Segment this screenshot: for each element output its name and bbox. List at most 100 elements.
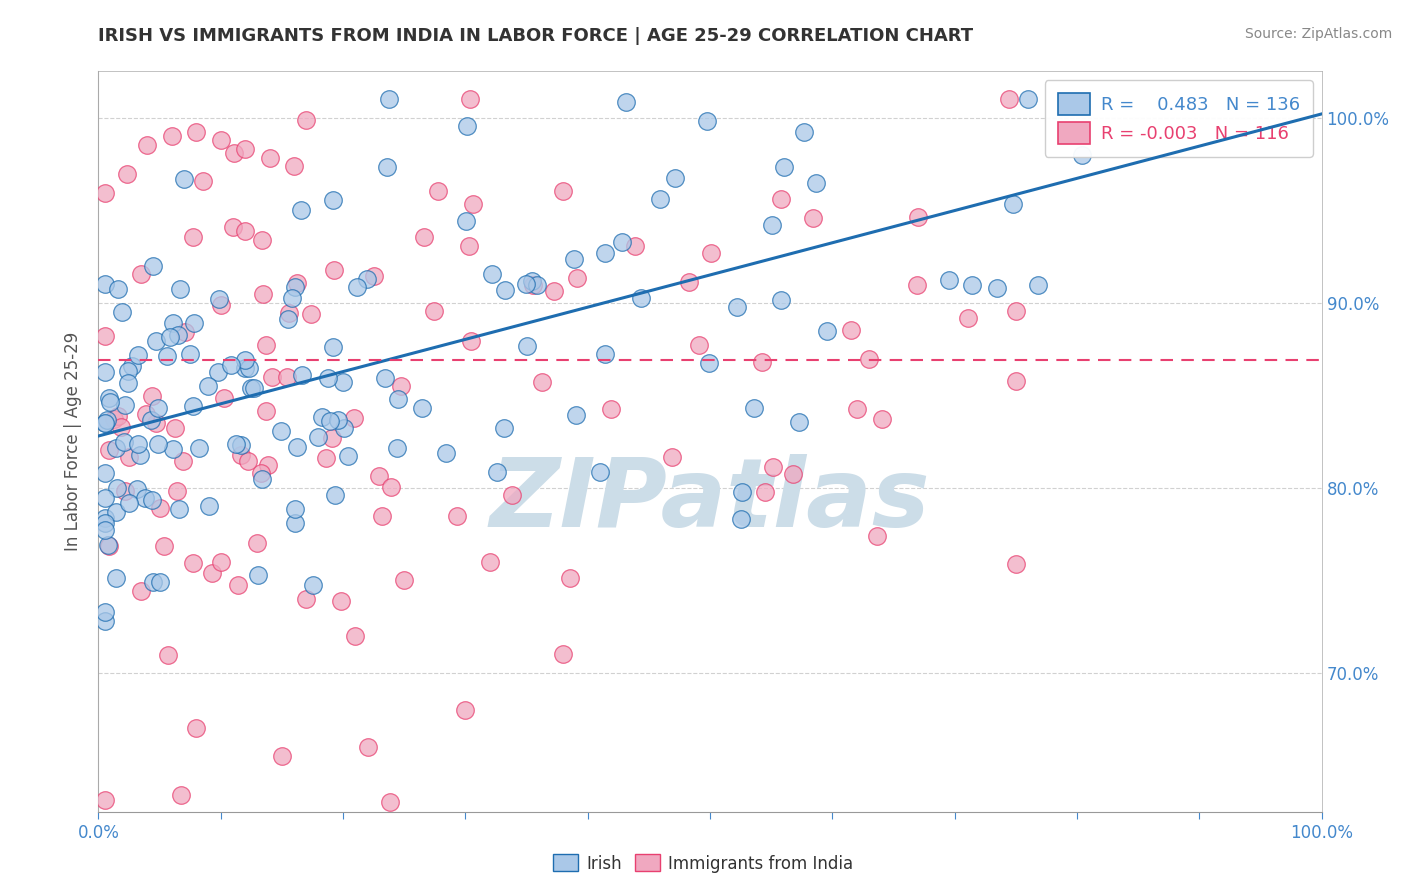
Point xyxy=(413,229,436,244)
Point xyxy=(336,449,359,463)
Point xyxy=(387,392,409,407)
Point xyxy=(198,500,221,514)
Point xyxy=(166,483,188,498)
Point xyxy=(299,307,322,321)
Point xyxy=(371,509,394,524)
Point xyxy=(494,283,516,297)
Point xyxy=(127,349,149,363)
Point xyxy=(209,298,232,312)
Point xyxy=(380,480,402,494)
Point xyxy=(259,152,281,166)
Point xyxy=(858,352,880,367)
Point xyxy=(222,146,245,161)
Point xyxy=(762,460,785,475)
Point xyxy=(938,273,960,287)
Point xyxy=(454,214,477,228)
Point xyxy=(332,421,354,435)
Point xyxy=(231,448,253,462)
Point xyxy=(374,371,396,385)
Point xyxy=(322,263,344,277)
Point xyxy=(392,574,416,588)
Point xyxy=(997,92,1019,106)
Point xyxy=(356,739,378,754)
Point xyxy=(516,339,538,353)
Point xyxy=(141,492,163,507)
Point xyxy=(103,411,125,425)
Point xyxy=(454,703,477,717)
Point xyxy=(283,159,305,173)
Point xyxy=(104,505,127,519)
Point xyxy=(378,796,401,810)
Point xyxy=(356,272,378,286)
Point xyxy=(225,437,247,451)
Legend: R =    0.483   N = 136, R = -0.003   N = 116: R = 0.483 N = 136, R = -0.003 N = 116 xyxy=(1045,80,1313,157)
Point xyxy=(183,316,205,330)
Point xyxy=(804,176,827,190)
Point xyxy=(197,378,219,392)
Point xyxy=(460,334,482,349)
Point xyxy=(93,186,115,201)
Point xyxy=(423,303,446,318)
Point xyxy=(285,440,308,454)
Point xyxy=(107,282,129,296)
Point xyxy=(149,575,172,590)
Point xyxy=(277,312,299,326)
Point xyxy=(1070,148,1092,162)
Point xyxy=(129,584,152,599)
Point xyxy=(105,481,128,495)
Point xyxy=(295,113,318,128)
Point xyxy=(233,142,256,156)
Point xyxy=(343,410,366,425)
Point xyxy=(238,360,260,375)
Point xyxy=(623,239,645,253)
Point xyxy=(93,524,115,538)
Point xyxy=(319,414,342,428)
Point xyxy=(284,501,307,516)
Point xyxy=(316,371,339,385)
Point xyxy=(1004,374,1026,388)
Point xyxy=(284,516,307,530)
Point xyxy=(678,275,700,289)
Point xyxy=(589,466,612,480)
Point xyxy=(378,92,401,106)
Point xyxy=(595,347,617,361)
Point xyxy=(209,133,232,147)
Point xyxy=(315,450,337,465)
Point xyxy=(769,293,792,307)
Point xyxy=(866,528,889,542)
Point xyxy=(117,376,139,390)
Y-axis label: In Labor Force | Age 25-29: In Labor Force | Age 25-29 xyxy=(65,332,83,551)
Point xyxy=(160,129,183,144)
Point xyxy=(276,370,298,384)
Point xyxy=(664,171,686,186)
Point xyxy=(501,488,523,502)
Point xyxy=(328,413,350,427)
Point xyxy=(141,389,163,403)
Point xyxy=(697,356,720,370)
Point xyxy=(181,556,204,570)
Point xyxy=(179,347,201,361)
Point xyxy=(389,378,412,392)
Point xyxy=(98,395,121,409)
Point xyxy=(94,793,117,807)
Point xyxy=(149,501,172,516)
Point xyxy=(461,196,484,211)
Point xyxy=(1026,277,1049,292)
Point xyxy=(520,274,543,288)
Point xyxy=(492,420,515,434)
Point xyxy=(125,482,148,496)
Point xyxy=(905,277,928,292)
Point xyxy=(152,539,174,553)
Point xyxy=(110,420,132,434)
Point xyxy=(773,161,796,175)
Point xyxy=(117,363,139,377)
Point xyxy=(93,516,115,530)
Point xyxy=(97,391,120,405)
Point xyxy=(761,218,783,232)
Point xyxy=(986,281,1008,295)
Point xyxy=(105,571,128,585)
Point xyxy=(229,438,252,452)
Point xyxy=(115,167,138,181)
Point xyxy=(368,469,391,483)
Point xyxy=(280,291,302,305)
